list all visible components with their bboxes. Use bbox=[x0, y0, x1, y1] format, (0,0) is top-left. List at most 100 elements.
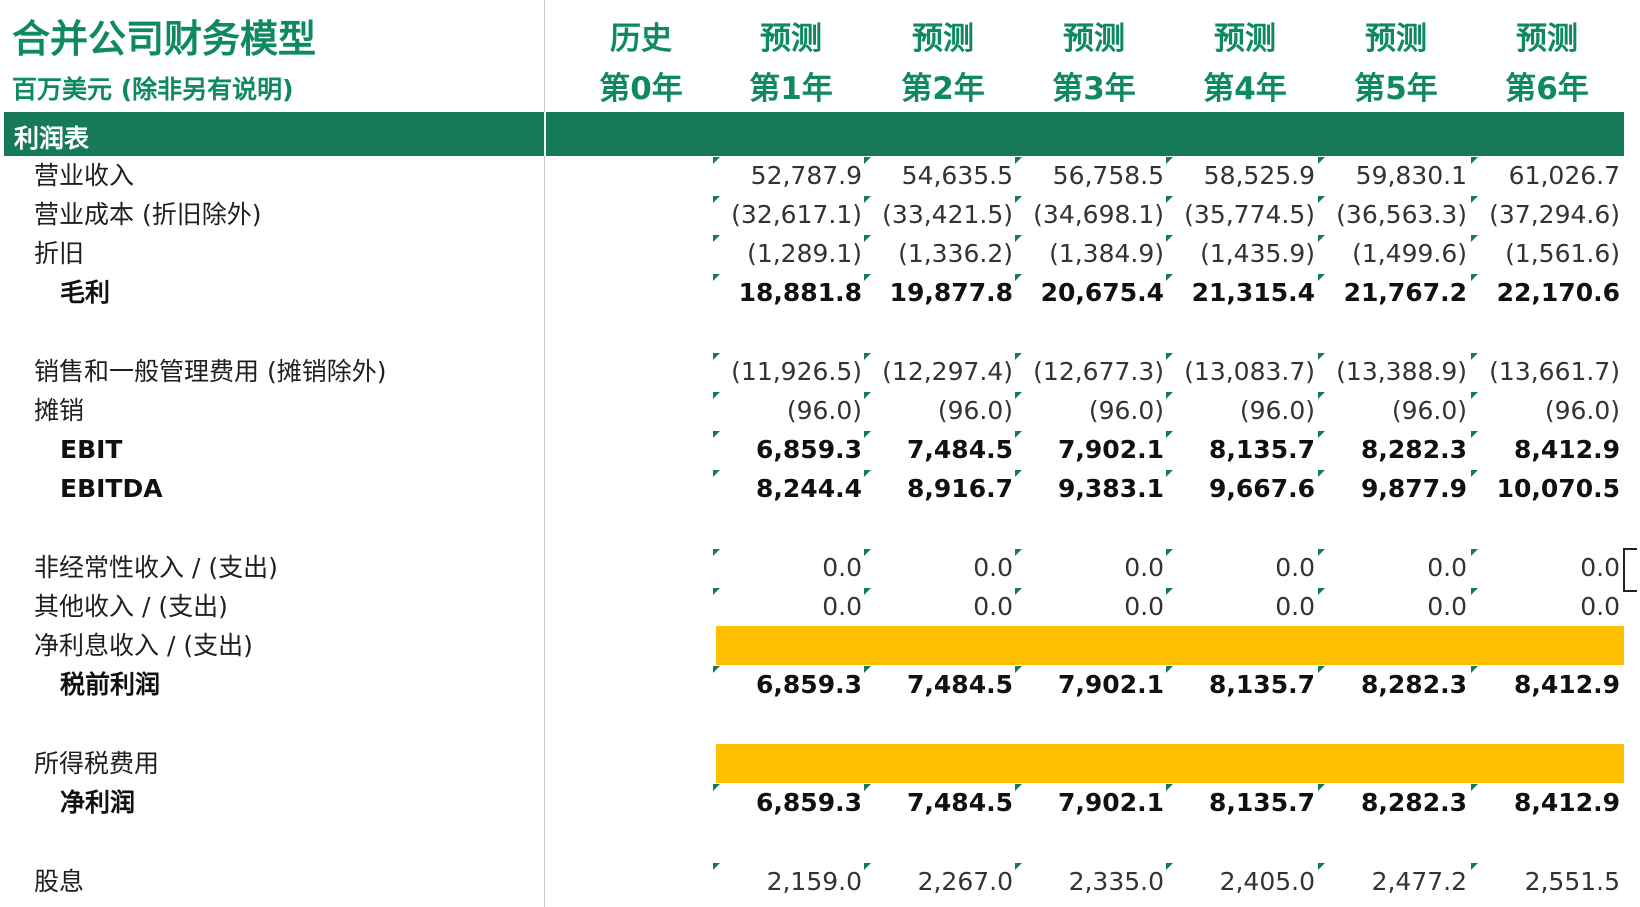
value-cell[interactable]: (1,384.9) bbox=[1015, 234, 1164, 273]
value-cell[interactable]: 2,267.0 bbox=[864, 862, 1013, 901]
value-cell[interactable]: 61,026.7 bbox=[1471, 156, 1620, 195]
highlight-bar-income-tax[interactable] bbox=[716, 744, 1624, 783]
column-header-year3[interactable]: 预测 第3年 bbox=[1019, 14, 1169, 114]
value-cell[interactable]: (96.0) bbox=[713, 391, 862, 430]
value-cell[interactable]: 9,877.9 bbox=[1318, 469, 1467, 508]
value-cell[interactable]: 22,170.6 bbox=[1471, 273, 1620, 312]
value-cell[interactable]: 6,859.3 bbox=[713, 665, 862, 704]
value-cell[interactable]: 0.0 bbox=[1166, 587, 1315, 626]
row-label[interactable]: 税前利润 bbox=[60, 670, 161, 699]
value-cell[interactable]: 56,758.5 bbox=[1015, 156, 1164, 195]
value-cell[interactable]: 0.0 bbox=[1318, 587, 1467, 626]
value-cell[interactable]: 7,902.1 bbox=[1015, 430, 1164, 469]
value-cell[interactable]: (1,499.6) bbox=[1318, 234, 1467, 273]
value-cell[interactable]: (13,661.7) bbox=[1471, 352, 1620, 391]
value-cell[interactable]: (96.0) bbox=[1166, 391, 1315, 430]
value-cell[interactable]: (12,297.4) bbox=[864, 352, 1013, 391]
column-header-year1[interactable]: 预测 第1年 bbox=[716, 14, 866, 114]
value-cell[interactable]: 8,412.9 bbox=[1471, 665, 1620, 704]
column-header-year0[interactable]: 历史 第0年 bbox=[566, 14, 716, 114]
row-label[interactable]: EBIT bbox=[60, 435, 123, 464]
value-cell[interactable]: (36,563.3) bbox=[1318, 195, 1467, 234]
value-cell[interactable]: 8,412.9 bbox=[1471, 783, 1620, 822]
value-cell[interactable]: 8,244.4 bbox=[713, 469, 862, 508]
value-cell[interactable]: (11,926.5) bbox=[713, 352, 862, 391]
value-cell[interactable]: 0.0 bbox=[864, 587, 1013, 626]
value-cell[interactable]: 52,787.9 bbox=[713, 156, 862, 195]
value-cell[interactable]: (13,388.9) bbox=[1318, 352, 1467, 391]
row-label[interactable]: 非经常性收入 / (支出) bbox=[34, 553, 278, 582]
value-cell[interactable]: 54,635.5 bbox=[864, 156, 1013, 195]
value-cell[interactable]: 8,135.7 bbox=[1166, 665, 1315, 704]
value-cell[interactable]: 0.0 bbox=[1471, 548, 1620, 587]
row-label[interactable]: 毛利 bbox=[60, 278, 111, 307]
value-cell[interactable]: (35,774.5) bbox=[1166, 195, 1315, 234]
value-cell[interactable]: 2,159.0 bbox=[713, 862, 862, 901]
value-cell[interactable]: 0.0 bbox=[1318, 548, 1467, 587]
row-label[interactable]: EBITDA bbox=[60, 474, 163, 503]
row-label[interactable]: 其他收入 / (支出) bbox=[34, 592, 228, 621]
value-cell[interactable]: 7,484.5 bbox=[864, 430, 1013, 469]
value-cell[interactable]: 8,135.7 bbox=[1166, 430, 1315, 469]
row-label[interactable]: 销售和一般管理费用 (摊销除外) bbox=[34, 357, 387, 386]
section-header-bar[interactable]: 利润表 bbox=[4, 112, 1624, 156]
value-cell[interactable]: 59,830.1 bbox=[1318, 156, 1467, 195]
value-cell[interactable]: 58,525.9 bbox=[1166, 156, 1315, 195]
value-cell[interactable]: 2,477.2 bbox=[1318, 862, 1467, 901]
value-cell[interactable]: 6,859.3 bbox=[713, 783, 862, 822]
value-cell[interactable]: (1,561.6) bbox=[1471, 234, 1620, 273]
value-cell[interactable]: (96.0) bbox=[1318, 391, 1467, 430]
value-cell[interactable]: 7,902.1 bbox=[1015, 783, 1164, 822]
value-cell[interactable]: (33,421.5) bbox=[864, 195, 1013, 234]
value-cell[interactable]: 2,551.5 bbox=[1471, 862, 1620, 901]
value-cell[interactable]: 7,484.5 bbox=[864, 665, 1013, 704]
value-cell[interactable]: 7,902.1 bbox=[1015, 665, 1164, 704]
value-cell[interactable]: (1,336.2) bbox=[864, 234, 1013, 273]
value-cell[interactable]: 19,877.8 bbox=[864, 273, 1013, 312]
value-cell[interactable]: 0.0 bbox=[1471, 587, 1620, 626]
row-label[interactable]: 净利息收入 / (支出) bbox=[34, 631, 253, 660]
value-cell[interactable]: 7,484.5 bbox=[864, 783, 1013, 822]
row-label[interactable]: 净利润 bbox=[60, 788, 136, 817]
value-cell[interactable]: (34,698.1) bbox=[1015, 195, 1164, 234]
value-cell[interactable]: 0.0 bbox=[1166, 548, 1315, 587]
row-label[interactable]: 股息 bbox=[34, 867, 85, 896]
value-cell[interactable]: 9,667.6 bbox=[1166, 469, 1315, 508]
value-cell[interactable]: 21,767.2 bbox=[1318, 273, 1467, 312]
value-cell[interactable]: 0.0 bbox=[864, 548, 1013, 587]
row-label[interactable]: 营业成本 (折旧除外) bbox=[34, 200, 262, 229]
value-cell[interactable]: 8,282.3 bbox=[1318, 430, 1467, 469]
value-cell[interactable]: (13,083.7) bbox=[1166, 352, 1315, 391]
value-cell[interactable]: 21,315.4 bbox=[1166, 273, 1315, 312]
value-cell[interactable]: 18,881.8 bbox=[713, 273, 862, 312]
value-cell[interactable]: (37,294.6) bbox=[1471, 195, 1620, 234]
value-cell[interactable]: 0.0 bbox=[713, 548, 862, 587]
value-cell[interactable]: 8,282.3 bbox=[1318, 665, 1467, 704]
column-header-year6[interactable]: 预测 第6年 bbox=[1472, 14, 1622, 114]
value-cell[interactable]: 8,412.9 bbox=[1471, 430, 1620, 469]
value-cell[interactable]: (96.0) bbox=[864, 391, 1013, 430]
column-header-year2[interactable]: 预测 第2年 bbox=[868, 14, 1018, 114]
value-cell[interactable]: 9,383.1 bbox=[1015, 469, 1164, 508]
row-label[interactable]: 摊销 bbox=[34, 396, 85, 425]
value-cell[interactable]: 6,859.3 bbox=[713, 430, 862, 469]
value-cell[interactable]: (1,435.9) bbox=[1166, 234, 1315, 273]
value-cell[interactable]: 0.0 bbox=[713, 587, 862, 626]
value-cell[interactable]: (12,677.3) bbox=[1015, 352, 1164, 391]
value-cell[interactable]: 20,675.4 bbox=[1015, 273, 1164, 312]
value-cell[interactable]: 2,335.0 bbox=[1015, 862, 1164, 901]
column-header-year4[interactable]: 预测 第4年 bbox=[1170, 14, 1320, 114]
value-cell[interactable]: 2,405.0 bbox=[1166, 862, 1315, 901]
column-header-year5[interactable]: 预测 第5年 bbox=[1321, 14, 1471, 114]
row-label[interactable]: 所得税费用 bbox=[34, 749, 160, 778]
value-cell[interactable]: (1,289.1) bbox=[713, 234, 862, 273]
value-cell[interactable]: 10,070.5 bbox=[1471, 469, 1620, 508]
value-cell[interactable]: (32,617.1) bbox=[713, 195, 862, 234]
value-cell[interactable]: (96.0) bbox=[1471, 391, 1620, 430]
value-cell[interactable]: 0.0 bbox=[1015, 548, 1164, 587]
highlight-bar-net-interest[interactable] bbox=[716, 626, 1624, 665]
value-cell[interactable]: 8,282.3 bbox=[1318, 783, 1467, 822]
value-cell[interactable]: (96.0) bbox=[1015, 391, 1164, 430]
row-label[interactable]: 营业收入 bbox=[34, 161, 135, 190]
value-cell[interactable]: 8,916.7 bbox=[864, 469, 1013, 508]
